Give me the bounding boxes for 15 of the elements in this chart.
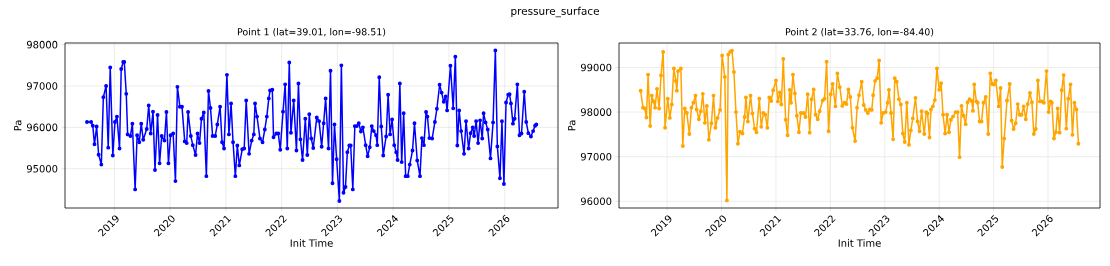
- y-tick-label: 97000: [26, 82, 58, 90]
- y-tick-label: 97000: [580, 152, 612, 161]
- chart-title: Point 2 (lat=33.76, lon=-84.40): [785, 28, 934, 37]
- y-tick-label: 99000: [580, 63, 612, 72]
- y-tick-label: 96000: [580, 197, 612, 206]
- y-tick-label: 96000: [26, 123, 58, 132]
- y-axis-title: Pa: [568, 120, 576, 131]
- x-axis-title: Init Time: [838, 239, 881, 247]
- chart-title: Point 1 (lat=39.01, lon=-98.51): [237, 28, 386, 37]
- y-axis-title: Pa: [14, 120, 22, 131]
- y-tick-label: 98000: [26, 40, 58, 49]
- y-tick-label: 98000: [580, 108, 612, 116]
- y-tick-label: 95000: [26, 164, 58, 173]
- text: pressure_surface: [511, 6, 599, 18]
- x-axis-title: Init Time: [290, 239, 333, 247]
